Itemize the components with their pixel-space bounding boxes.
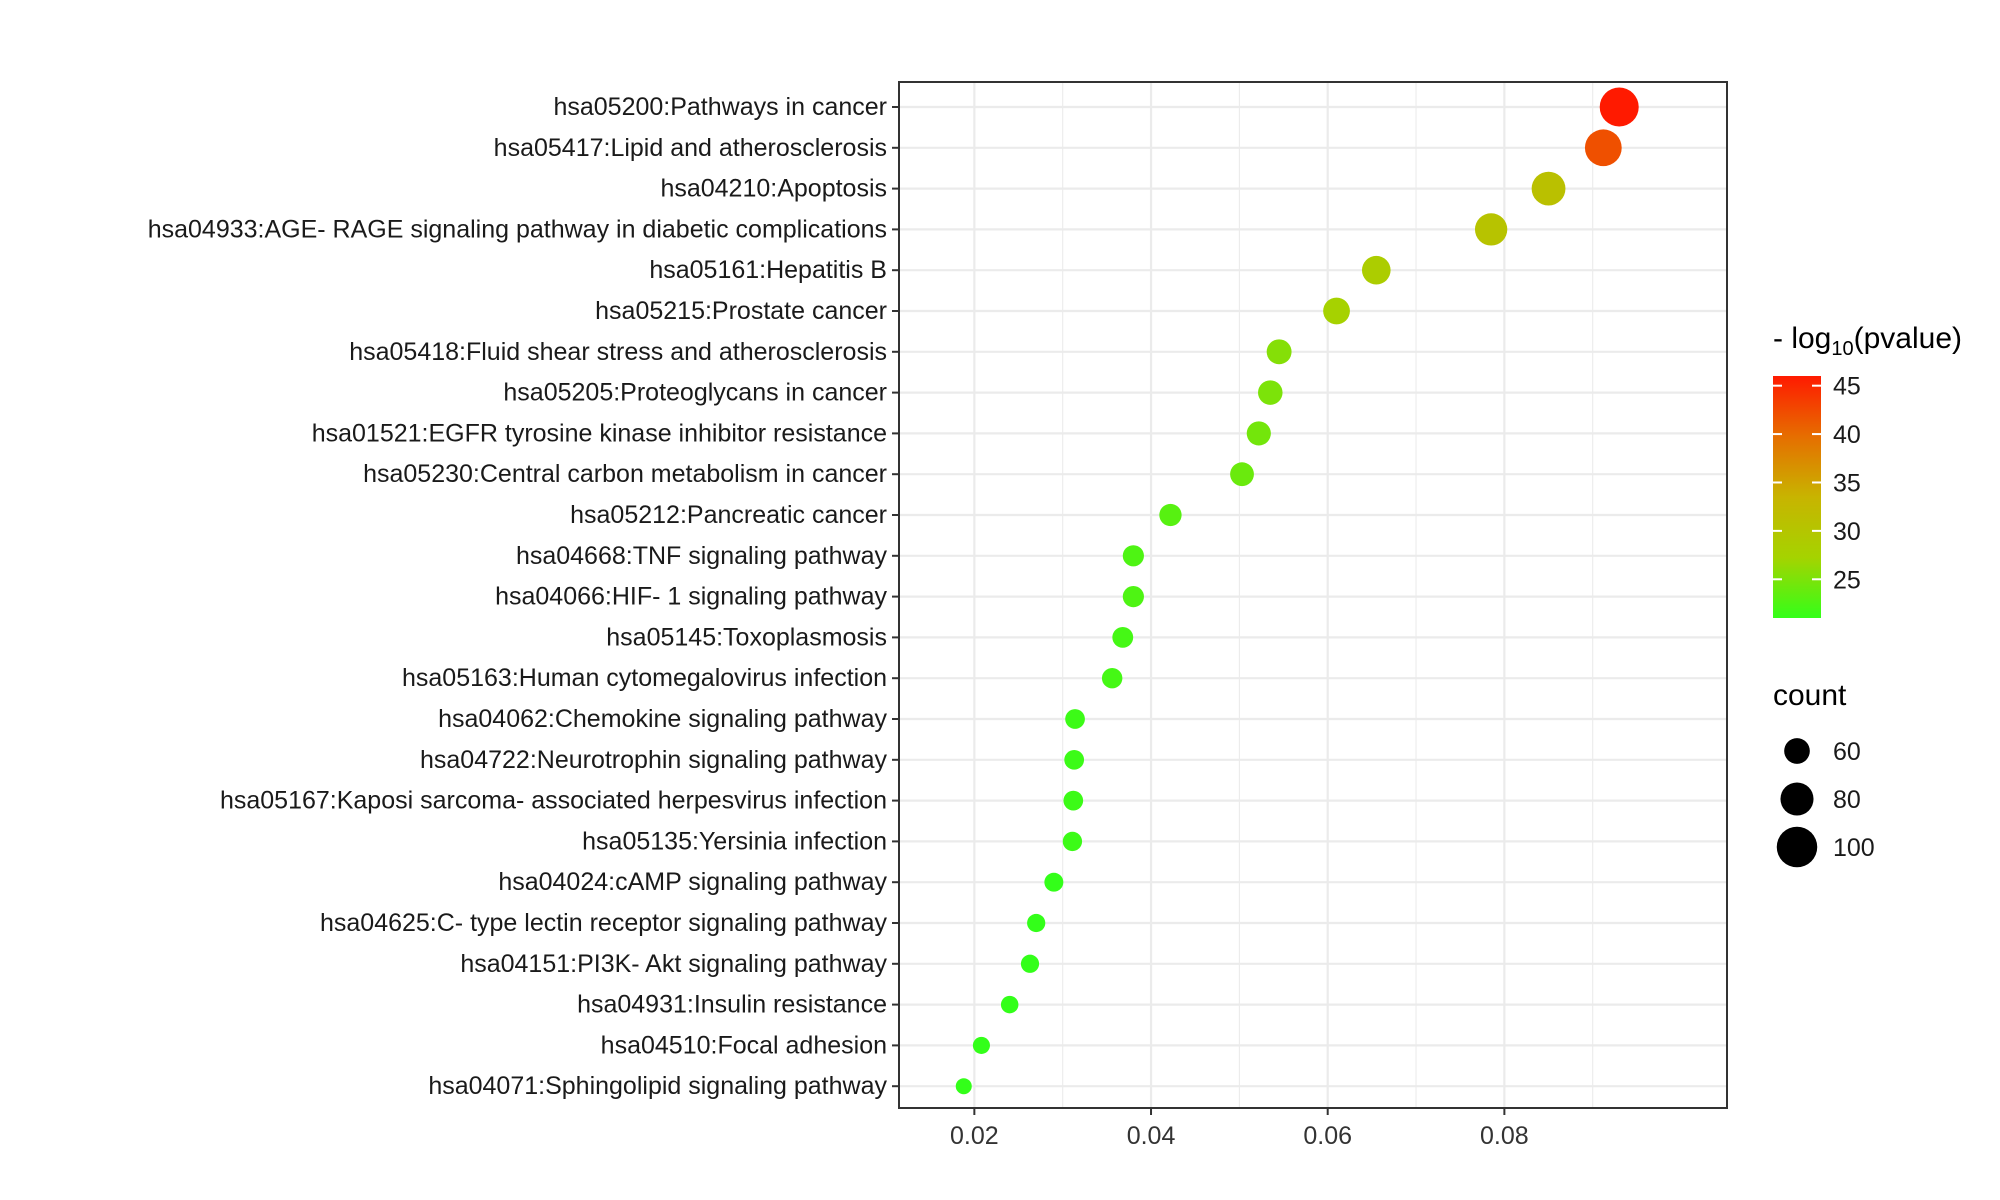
x-tick-label: 0.02 <box>950 1122 999 1150</box>
data-point <box>1159 503 1182 527</box>
y-tick-label: hsa05161:Hepatitis B <box>649 256 887 284</box>
y-tick-label: hsa05205:Proteoglycans in cancer <box>503 379 887 407</box>
data-point <box>1064 749 1085 770</box>
color-legend-tick-label: 40 <box>1833 421 1861 449</box>
y-tick-label: hsa04066:HIF- 1 signaling pathway <box>495 583 887 611</box>
data-point <box>955 1078 972 1095</box>
y-tick-label: hsa04024:cAMP signaling pathway <box>498 868 887 896</box>
size-legend-label: 60 <box>1833 738 1861 766</box>
data-point <box>1361 255 1391 285</box>
y-tick-label: hsa04510:Focal adhesion <box>601 1031 887 1059</box>
color-legend-title: - log10(pvalue) <box>1773 322 1962 360</box>
size-legend-key <box>1780 782 1814 816</box>
data-point <box>1122 545 1144 567</box>
data-point <box>1474 213 1508 246</box>
size-legend: count 60 80 100 <box>1773 679 1875 868</box>
y-tick-label: hsa05230:Central carbon metabolism in ca… <box>363 460 887 488</box>
size-legend-keys: 60 80 100 <box>1776 738 1875 868</box>
x-tick-label: 0.06 <box>1303 1122 1352 1150</box>
color-legend-tick-label: 30 <box>1833 518 1861 546</box>
color-legend-title-prefix: - log <box>1773 322 1831 355</box>
data-point <box>1063 790 1084 811</box>
color-legend-tick-label: 45 <box>1833 373 1861 401</box>
size-legend-label: 80 <box>1833 786 1861 814</box>
data-point <box>1044 872 1064 892</box>
data-point <box>1027 913 1046 933</box>
size-legend-key <box>1784 738 1810 764</box>
y-tick-label: hsa04210:Apoptosis <box>660 175 887 203</box>
y-tick-label: hsa04625:C- type lectin receptor signali… <box>320 909 888 937</box>
data-point <box>1230 462 1254 487</box>
data-point <box>1020 954 1040 973</box>
data-point <box>1266 339 1292 365</box>
x-tick-label: 0.08 <box>1480 1122 1529 1150</box>
plot-panel-background <box>899 82 1727 1108</box>
data-point <box>1246 421 1271 446</box>
color-legend-title-suffix: (pvalue) <box>1854 322 1962 355</box>
data-point <box>1258 380 1283 405</box>
y-axis: hsa05200:Pathways in cancer hsa05417:Lipi… <box>148 93 899 1100</box>
y-tick-label: hsa05212:Pancreatic cancer <box>570 501 887 529</box>
y-tick-label: hsa04668:TNF signaling pathway <box>516 542 888 570</box>
color-legend-title-subscript: 10 <box>1831 338 1853 360</box>
x-axis: 0.02 0.04 0.06 0.08 <box>950 1108 1529 1150</box>
color-legend-bar <box>1773 376 1821 618</box>
data-point <box>1584 129 1622 167</box>
data-point <box>1599 87 1639 127</box>
color-legend-tick-label: 35 <box>1833 469 1861 497</box>
color-legend-tick-label: 25 <box>1833 566 1861 594</box>
y-tick-label: hsa04151:PI3K- Akt signaling pathway <box>460 950 887 978</box>
y-tick-label: hsa04071:Sphingolipid signaling pathway <box>428 1072 887 1100</box>
y-tick-label: hsa04931:Insulin resistance <box>577 991 887 1019</box>
data-point <box>1323 297 1350 325</box>
y-tick-label: hsa04722:Neurotrophin signaling pathway <box>420 746 887 774</box>
size-legend-key <box>1776 826 1818 868</box>
y-tick-label: hsa05145:Toxoplasmosis <box>606 623 887 651</box>
grid-lines <box>899 82 1727 1108</box>
y-tick-label: hsa05200:Pathways in cancer <box>553 93 887 121</box>
data-point <box>1122 586 1144 608</box>
data-point <box>1531 171 1566 206</box>
y-tick-label: hsa05135:Yersinia infection <box>582 827 887 855</box>
size-legend-title: count <box>1773 679 1847 712</box>
data-point <box>1000 995 1019 1014</box>
data-point <box>1101 667 1123 689</box>
y-tick-label: hsa04933:AGE- RAGE signaling pathway in … <box>148 215 887 243</box>
y-tick-label: hsa05215:Prostate cancer <box>595 297 887 325</box>
y-tick-label: hsa05417:Lipid and atherosclerosis <box>494 134 887 162</box>
x-tick-label: 0.04 <box>1127 1122 1176 1150</box>
data-points <box>955 87 1639 1095</box>
data-point <box>1112 626 1134 648</box>
y-tick-label: hsa01521:EGFR tyrosine kinase inhibitor … <box>312 419 887 447</box>
color-legend: - log10(pvalue) 25 30 35 40 45 <box>1773 322 1962 618</box>
data-point <box>1062 831 1083 852</box>
y-tick-label: hsa04062:Chemokine signaling pathway <box>438 705 887 733</box>
plot-panel-border <box>898 81 1728 1109</box>
y-tick-label: hsa05167:Kaposi sarcoma- associated herp… <box>220 787 887 815</box>
color-legend-ticks: 25 30 35 40 45 <box>1773 373 1861 594</box>
y-tick-label: hsa05418:Fluid shear stress and atherosc… <box>349 338 887 366</box>
y-tick-label: hsa05163:Human cytomegalovirus infection <box>402 664 887 692</box>
data-point <box>1065 709 1085 729</box>
size-legend-label: 100 <box>1833 834 1875 862</box>
data-point <box>972 1036 990 1054</box>
